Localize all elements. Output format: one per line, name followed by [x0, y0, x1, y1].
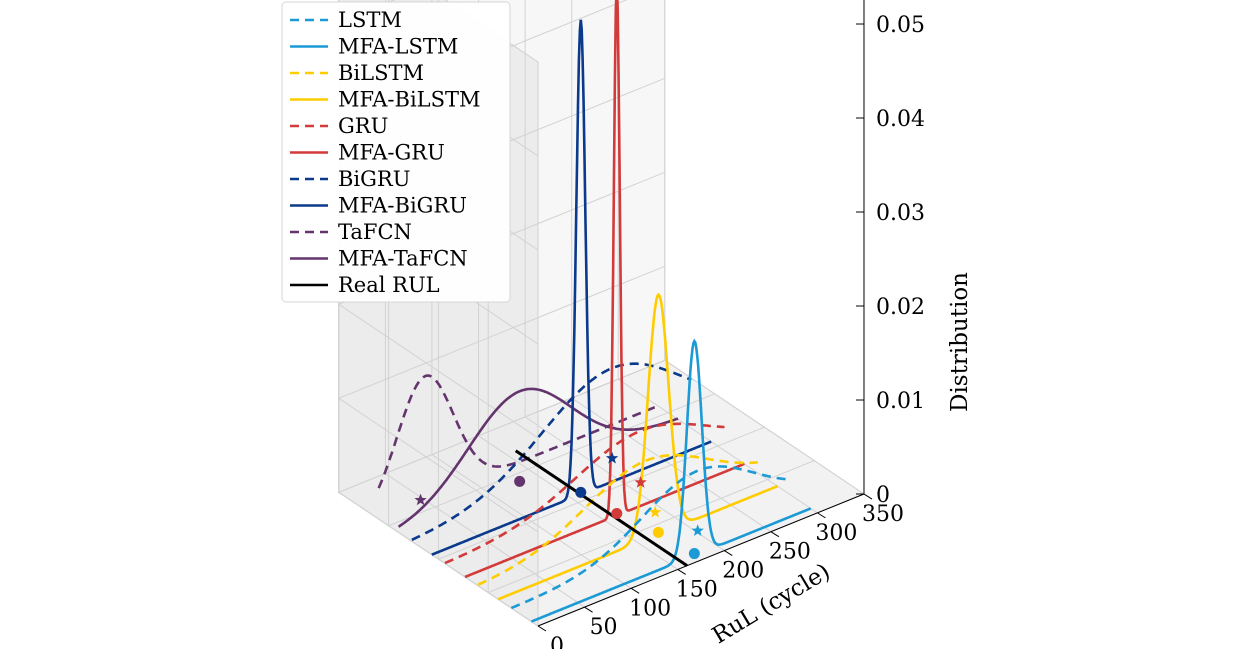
- legend-label: MFA-TaFCN: [338, 247, 468, 271]
- series-line-mfa-lstm: [530, 338, 812, 623]
- x-tick-label: 0: [550, 634, 564, 649]
- legend-label: MFA-LSTM: [338, 35, 458, 59]
- x-tick-label: 100: [629, 596, 671, 621]
- point-marker: [652, 526, 664, 538]
- series-layer: [377, 0, 812, 623]
- z-axis-label: Distribution: [947, 272, 973, 412]
- x-tick-mark: [677, 569, 686, 575]
- x-tick-label: 350: [862, 502, 904, 527]
- x-tick-mark: [863, 493, 873, 500]
- series-line-bilstm: [477, 453, 758, 586]
- x-tick-mark: [537, 625, 547, 632]
- legend-label: MFA-GRU: [338, 141, 445, 165]
- x-tick-label: 200: [722, 559, 764, 584]
- legend-label: BiGRU: [338, 167, 410, 191]
- series-line-lstm: [510, 465, 792, 610]
- point-marker: [649, 505, 662, 518]
- x-tick-mark: [770, 531, 780, 538]
- x-axis-line: [537, 493, 865, 627]
- point-marker: [611, 508, 623, 520]
- legend-label: BiLSTM: [338, 61, 424, 85]
- point-marker: [514, 475, 526, 487]
- series-line-mfa-tafcn: [397, 387, 679, 528]
- series-line-bigru: [411, 362, 692, 542]
- point-marker: [691, 524, 704, 536]
- z-tick-label: 0.05: [876, 13, 925, 38]
- series-line-mfa-gru: [464, 0, 745, 579]
- series-line-mfa-bilstm: [497, 292, 779, 601]
- x-tick-label: 250: [769, 540, 811, 565]
- x-tick-label: 50: [590, 615, 618, 640]
- x-tick-mark: [630, 587, 640, 594]
- grid-line-z: [337, 265, 665, 533]
- point-marker: [634, 475, 647, 488]
- point-marker: [605, 451, 619, 464]
- series-line-gru: [444, 422, 725, 565]
- grid-line-z: [337, 171, 665, 439]
- z-tick-labels: 0 0.01 0.02 0.03 0.04 0.05: [876, 13, 925, 508]
- x-tick-label: 300: [815, 521, 857, 546]
- z-tick-label: 0.01: [876, 389, 925, 414]
- grid-line-z: [337, 359, 665, 627]
- axis-lines: [537, 0, 873, 632]
- x-tick-label: 150: [676, 577, 718, 602]
- legend-label: TaFCN: [338, 220, 412, 244]
- point-marker: [414, 493, 427, 506]
- legend-label: LSTM: [338, 8, 402, 32]
- series-line-mfa-bigru: [431, 19, 712, 556]
- z-tick-label: 0.04: [876, 107, 925, 132]
- legend-box: [281, 1, 511, 303]
- point-marker: [575, 486, 587, 498]
- z-tick-label: 0.02: [876, 295, 925, 320]
- legend-label: GRU: [338, 114, 388, 138]
- x-tick-mark: [584, 606, 593, 613]
- legend-label: Real RUL: [338, 273, 440, 297]
- legend-label: MFA-BiGRU: [338, 194, 467, 218]
- point-marker: [688, 548, 700, 560]
- real-rul-line: [514, 449, 688, 567]
- legend-label: MFA-BiLSTM: [338, 88, 481, 112]
- z-tick-label: 0.03: [876, 201, 925, 226]
- x-tick-mark: [724, 550, 733, 557]
- x-tick-mark: [817, 512, 826, 519]
- z-tick-label: 0: [876, 483, 890, 508]
